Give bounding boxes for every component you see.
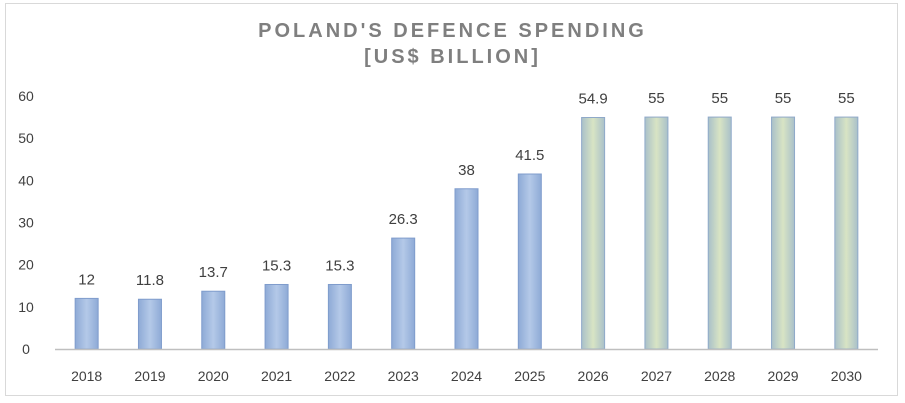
x-tick-label-2025: 2025	[514, 368, 545, 384]
y-tick-label: 50	[18, 130, 34, 146]
bars	[74, 116, 859, 350]
bar-2026	[581, 117, 606, 350]
x-tick-label-2023: 2023	[388, 368, 419, 384]
bar-2018	[74, 297, 99, 350]
bar-2027	[644, 116, 669, 350]
data-label-2023: 26.3	[389, 211, 418, 228]
data-label-2028: 55	[711, 90, 728, 107]
data-label-2025: 41.5	[515, 147, 544, 164]
x-tick-label-2030: 2030	[831, 368, 862, 384]
y-tick-label: 20	[18, 257, 34, 273]
bar-2020	[201, 290, 226, 350]
bar-2019	[137, 298, 162, 350]
x-tick-label-2019: 2019	[134, 368, 165, 384]
data-label-2019: 11.8	[136, 272, 164, 289]
data-label-2027: 55	[648, 90, 665, 107]
data-label-2018: 12	[78, 271, 95, 288]
x-axis-tick-labels: 2018 2019 2020 2021 2022 2023 2024 2025 2026 2027…	[71, 368, 862, 384]
data-label-2029: 55	[775, 90, 792, 107]
chart-title-line-1: POLAND'S DEFENCE SPENDING	[258, 20, 647, 42]
bar-2024	[454, 188, 479, 350]
y-axis-tick-labels: 0 10 20 30 40 50 60	[18, 88, 34, 357]
x-tick-label-2018: 2018	[71, 368, 102, 384]
data-label-2022: 15.3	[325, 257, 354, 274]
bar-2030	[834, 116, 859, 350]
x-tick-label-2024: 2024	[451, 368, 482, 384]
bar-2029	[771, 116, 796, 350]
x-tick-label-2029: 2029	[767, 368, 798, 384]
bar-2021	[264, 283, 289, 350]
data-label-2021: 15.3	[262, 257, 291, 274]
x-tick-label-2020: 2020	[198, 368, 229, 384]
bar-2028	[707, 116, 732, 350]
y-tick-label: 60	[18, 88, 34, 104]
bar-2023	[391, 237, 416, 350]
chart-title-line-2: [US$ BILLION]	[364, 46, 541, 68]
x-tick-label-2022: 2022	[324, 368, 355, 384]
x-tick-label-2026: 2026	[578, 368, 609, 384]
x-tick-label-2028: 2028	[704, 368, 735, 384]
bar-2025	[517, 173, 542, 350]
y-tick-label: 40	[18, 172, 34, 188]
x-tick-label-2021: 2021	[261, 368, 292, 384]
x-tick-label-2027: 2027	[641, 368, 672, 384]
data-label-2026: 54.9	[579, 91, 608, 108]
y-tick-label: 30	[18, 215, 34, 231]
chart-title: POLAND'S DEFENCE SPENDING [US$ BILLION]	[0, 18, 905, 70]
data-label-2020: 13.7	[199, 264, 228, 281]
y-tick-label: 10	[18, 299, 34, 315]
data-label-2024: 38	[458, 162, 475, 179]
y-tick-label: 0	[22, 341, 30, 357]
bar-2022	[327, 283, 352, 350]
data-labels: 12 11.8 13.7 15.3 15.3 26.3 38 41.5 54.9 55 55 55 55	[78, 90, 854, 289]
data-label-2030: 55	[838, 90, 855, 107]
